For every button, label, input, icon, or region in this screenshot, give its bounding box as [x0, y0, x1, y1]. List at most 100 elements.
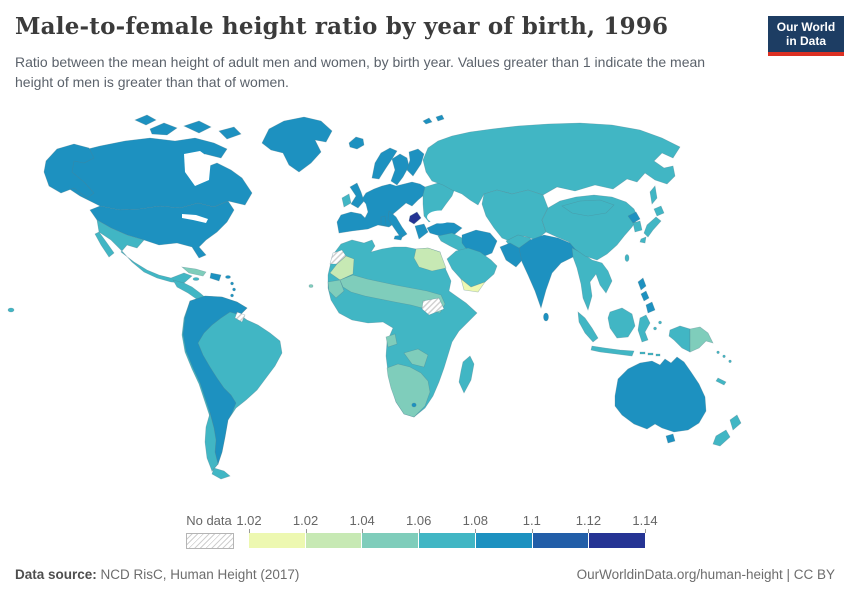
map-region-turkey[interactable] — [426, 221, 463, 237]
owid-link[interactable]: OurWorldinData.org/human-height | CC BY — [576, 567, 835, 582]
map-region-new-caledonia[interactable] — [715, 377, 727, 386]
map-region-myanmar-indochina[interactable] — [571, 247, 613, 311]
map-region-australia[interactable] — [614, 356, 707, 433]
map-region-gabon[interactable] — [385, 333, 398, 348]
legend-no-data-swatch[interactable] — [186, 533, 234, 549]
legend-tick-label: 1.06 — [406, 513, 432, 528]
legend-tick-label: 1.08 — [462, 513, 488, 528]
black-sea-water — [427, 210, 453, 224]
map-region-united-kingdom[interactable] — [349, 182, 365, 209]
map-region-jamaica[interactable] — [192, 277, 200, 281]
map-region-sweden[interactable] — [390, 153, 410, 186]
legend-tick-label: 1.14 — [632, 513, 658, 528]
map-region-korea-north[interactable] — [627, 211, 641, 224]
map-region-fiji[interactable] — [7, 307, 15, 313]
owid-logo[interactable]: Our World in Data — [768, 16, 844, 56]
legend-bin-segment[interactable] — [475, 533, 533, 548]
map-region-tasmania[interactable] — [665, 433, 676, 444]
map-region-yemen[interactable] — [460, 278, 486, 293]
map-region-arabia[interactable] — [446, 247, 498, 288]
legend-tick-label: 1.12 — [575, 513, 602, 528]
map-region-sumatra[interactable] — [577, 311, 599, 343]
map-region-italy[interactable] — [387, 210, 408, 239]
legend-bin-segment[interactable] — [362, 533, 420, 548]
map-region-java[interactable] — [590, 345, 635, 357]
map-region-ireland[interactable] — [341, 193, 352, 208]
legend-tick-labels: 1.02 1.02 1.04 1.06 1.08 1.1 1.12 1.14 — [236, 513, 657, 528]
map-region-greenland[interactable] — [261, 116, 333, 173]
map-region-norway[interactable] — [371, 147, 398, 180]
map-region-puerto-rico[interactable] — [225, 275, 231, 279]
map-region-philippines-luzon[interactable] — [637, 277, 647, 291]
map-region-french-guiana[interactable] — [234, 311, 246, 323]
map-region-finland[interactable] — [406, 148, 425, 177]
map-region-senegal-guinea[interactable] — [327, 279, 345, 299]
map-region-moluccas[interactable] — [653, 320, 662, 331]
map-region-india[interactable] — [518, 234, 580, 309]
great-lakes-water — [182, 214, 208, 223]
map-region-sicily[interactable] — [393, 234, 404, 241]
map-region-central-asia[interactable] — [481, 189, 549, 243]
map-region-svalbard[interactable] — [422, 114, 445, 125]
legend-bin-segment[interactable] — [589, 533, 646, 548]
map-region-western-sahara[interactable] — [329, 249, 347, 265]
map-region-new-zealand-south[interactable] — [712, 429, 731, 447]
map-region-chile[interactable] — [204, 411, 219, 472]
map-region-sri-lanka[interactable] — [543, 312, 549, 322]
map-region-japan-honshu[interactable] — [643, 216, 662, 238]
map-region-solomon-islands[interactable] — [716, 350, 732, 363]
map-region-philippines-mindanao[interactable] — [645, 301, 656, 314]
map-region-greece[interactable] — [414, 223, 429, 240]
map-region-tierra-del-fuego[interactable] — [211, 467, 231, 480]
map-region-russia[interactable] — [422, 122, 681, 206]
map-region-philippines-visayas[interactable] — [640, 290, 650, 302]
legend-bin-segment[interactable] — [532, 533, 590, 548]
page-title: Male-to-female height ratio by year of b… — [15, 13, 669, 40]
map-region-taiwan[interactable] — [624, 254, 630, 262]
map-region-iceland[interactable] — [348, 136, 365, 150]
map-region-southern-africa[interactable] — [386, 363, 431, 418]
legend-tick-label: 1.02 — [236, 513, 262, 528]
map-region-papua-new-guinea[interactable] — [689, 326, 714, 353]
map-region-zambia-zimbabwe[interactable] — [403, 348, 429, 368]
map-region-new-zealand-north[interactable] — [729, 414, 742, 431]
map-region-arctic-islands[interactable] — [134, 114, 242, 140]
map-region-lesotho[interactable] — [411, 402, 417, 408]
legend-tick-label: 1.1 — [522, 513, 541, 528]
map-region-japan-kyushu[interactable] — [639, 236, 647, 244]
legend-bin-segment[interactable] — [419, 533, 476, 548]
map-region-alaska[interactable] — [43, 143, 95, 199]
map-region-cuba[interactable] — [181, 266, 207, 277]
data-source-note: Data source: NCD RisC, Human Height (201… — [15, 567, 299, 582]
legend-bin-segment[interactable] — [305, 533, 363, 548]
legend-colorbar — [249, 533, 646, 548]
chart-subtitle: Ratio between the mean height of adult m… — [15, 54, 706, 91]
legend-colorbar-block: 1.02 1.02 1.04 1.06 1.08 1.1 1.12 1.14 — [236, 513, 658, 549]
map-region-hispaniola[interactable] — [209, 272, 222, 282]
map-region-lesser-antilles[interactable] — [230, 281, 236, 298]
map-region-western-europe[interactable] — [336, 181, 426, 234]
map-region-egypt[interactable] — [413, 247, 447, 272]
legend-bin-segment[interactable] — [249, 533, 306, 548]
map-region-korea-south[interactable] — [632, 220, 643, 233]
map-region-sakhalin[interactable] — [649, 185, 658, 205]
map-region-lesser-sunda[interactable] — [639, 351, 661, 357]
map-region-sulawesi[interactable] — [637, 314, 651, 343]
owid-logo-line1: Our World — [776, 20, 836, 34]
map-region-south-sudan[interactable] — [421, 297, 445, 316]
map-region-mexico[interactable] — [96, 219, 193, 284]
map-region-baja-california[interactable] — [94, 231, 115, 258]
data-source-label: Data source: — [15, 567, 97, 582]
data-source-text: NCD RisC, Human Height (2017) — [96, 567, 300, 582]
map-region-borneo[interactable] — [607, 307, 636, 339]
map-region-japan-hokkaido[interactable] — [653, 205, 665, 217]
map-region-balkans[interactable] — [408, 211, 422, 225]
map-region-sardinia[interactable] — [380, 215, 387, 227]
map-region-madagascar[interactable] — [458, 355, 475, 394]
owid-logo-line2: in Data — [785, 34, 826, 48]
map-region-cape-verde[interactable] — [308, 284, 314, 288]
map-region-new-guinea-west[interactable] — [668, 325, 691, 353]
legend-tick-label: 1.02 — [292, 513, 319, 528]
